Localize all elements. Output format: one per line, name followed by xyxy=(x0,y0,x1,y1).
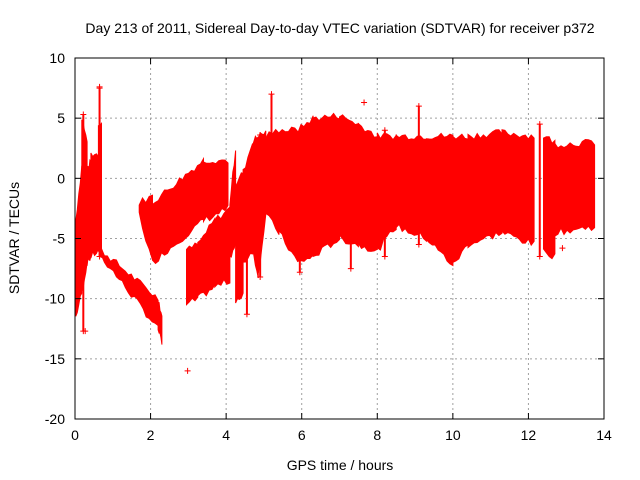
data-point xyxy=(296,139,303,146)
y-tick-label: 5 xyxy=(57,110,65,126)
data-point xyxy=(415,103,422,110)
data-point xyxy=(82,328,89,335)
data-band xyxy=(339,114,359,248)
data-point xyxy=(257,132,264,139)
data-band xyxy=(90,152,99,259)
data-band xyxy=(357,122,378,252)
data-point xyxy=(268,91,275,98)
data-band xyxy=(75,165,83,317)
data-point xyxy=(381,253,388,260)
y-tick-label: -5 xyxy=(53,231,66,247)
x-tick-label: 2 xyxy=(147,427,155,443)
data-point xyxy=(268,211,275,218)
data-band xyxy=(214,206,231,289)
data-band xyxy=(543,136,556,260)
data-point xyxy=(347,265,354,272)
data-point xyxy=(80,111,87,118)
x-tick-label: 8 xyxy=(373,427,381,443)
x-tick-label: 12 xyxy=(521,427,537,443)
x-tick-label: 10 xyxy=(445,427,461,443)
data-point xyxy=(415,241,422,248)
y-tick-label: 0 xyxy=(57,170,65,186)
data-band xyxy=(395,134,427,243)
data-point xyxy=(381,127,388,134)
data-band xyxy=(278,126,299,263)
chart-title: Day 213 of 2011, Sidereal Day-to-day VTE… xyxy=(85,20,594,36)
data-band xyxy=(197,216,216,297)
data-band xyxy=(554,138,596,237)
data-point xyxy=(347,139,354,146)
data-band xyxy=(452,133,469,264)
data-band xyxy=(101,248,159,327)
data-band xyxy=(229,150,237,258)
data-point xyxy=(257,274,264,281)
x-axis-label: GPS time / hours xyxy=(287,457,394,473)
y-tick-label: -10 xyxy=(45,291,65,307)
data-band xyxy=(86,158,92,266)
data-band xyxy=(467,129,503,249)
data-band xyxy=(501,129,535,247)
y-tick-label: -15 xyxy=(45,351,65,367)
x-tick-label: 4 xyxy=(222,427,230,443)
x-tick-label: 0 xyxy=(71,427,79,443)
data-band xyxy=(138,194,153,261)
data-point xyxy=(243,169,250,176)
data-band xyxy=(203,159,229,224)
x-tick-label: 14 xyxy=(596,427,612,443)
data-point xyxy=(184,367,191,374)
data-band xyxy=(186,242,199,306)
y-axis-label: SDTVAR / TECUs xyxy=(6,182,22,294)
data-point xyxy=(96,253,103,260)
x-tick-label: 6 xyxy=(298,427,306,443)
data-point xyxy=(96,83,103,90)
data-point xyxy=(296,269,303,276)
data-point xyxy=(536,253,543,260)
y-tick-label: -20 xyxy=(45,411,65,427)
data-band xyxy=(376,132,397,251)
data-point xyxy=(243,311,250,318)
data-point xyxy=(361,99,368,106)
y-tick-label: 10 xyxy=(49,50,65,66)
data-band xyxy=(425,132,454,267)
data-point xyxy=(536,121,543,128)
data-band xyxy=(235,172,244,304)
data-band xyxy=(312,112,340,258)
plot-data xyxy=(75,83,596,374)
data-band xyxy=(252,135,259,279)
data-band xyxy=(157,301,163,345)
data-point xyxy=(559,245,566,252)
axis-ticks: 0 2 4 6 8 10 12 14 -20 -15 -10 -5 0 5 10 xyxy=(45,50,612,443)
